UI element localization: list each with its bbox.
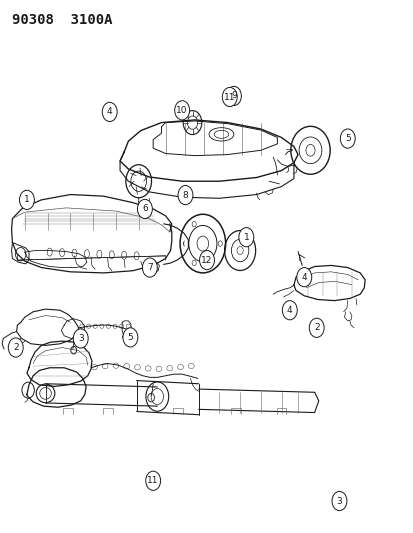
Text: 4: 4: [107, 108, 112, 116]
Circle shape: [102, 102, 117, 122]
Circle shape: [226, 86, 241, 106]
Circle shape: [331, 491, 346, 511]
Text: 2: 2: [313, 324, 319, 332]
Circle shape: [137, 199, 152, 219]
Text: 5: 5: [127, 333, 133, 342]
Text: 90308  3100A: 90308 3100A: [12, 13, 113, 27]
Circle shape: [73, 329, 88, 348]
Circle shape: [238, 228, 253, 247]
Text: 9: 9: [230, 92, 236, 100]
Circle shape: [174, 101, 189, 120]
Text: 10: 10: [176, 106, 188, 115]
Text: 2: 2: [13, 343, 19, 352]
Text: 11: 11: [147, 477, 159, 485]
Text: 1: 1: [243, 233, 249, 241]
Circle shape: [282, 301, 297, 320]
Text: 4: 4: [286, 306, 292, 314]
Text: 8: 8: [182, 191, 188, 199]
Circle shape: [296, 268, 311, 287]
Text: 11: 11: [223, 93, 235, 101]
Text: 6: 6: [142, 205, 147, 213]
Circle shape: [142, 258, 157, 277]
Circle shape: [309, 318, 323, 337]
Circle shape: [199, 251, 214, 270]
Circle shape: [178, 185, 192, 205]
Text: 5: 5: [344, 134, 350, 143]
Text: 4: 4: [301, 273, 306, 281]
Circle shape: [123, 328, 138, 347]
Text: 1: 1: [24, 196, 30, 204]
Circle shape: [222, 87, 237, 107]
Circle shape: [145, 471, 160, 490]
Text: 7: 7: [147, 263, 152, 272]
Text: 3: 3: [336, 497, 342, 505]
Circle shape: [8, 338, 23, 357]
Text: 12: 12: [201, 256, 212, 264]
Circle shape: [19, 190, 34, 209]
Text: 3: 3: [78, 334, 83, 343]
Circle shape: [339, 129, 354, 148]
